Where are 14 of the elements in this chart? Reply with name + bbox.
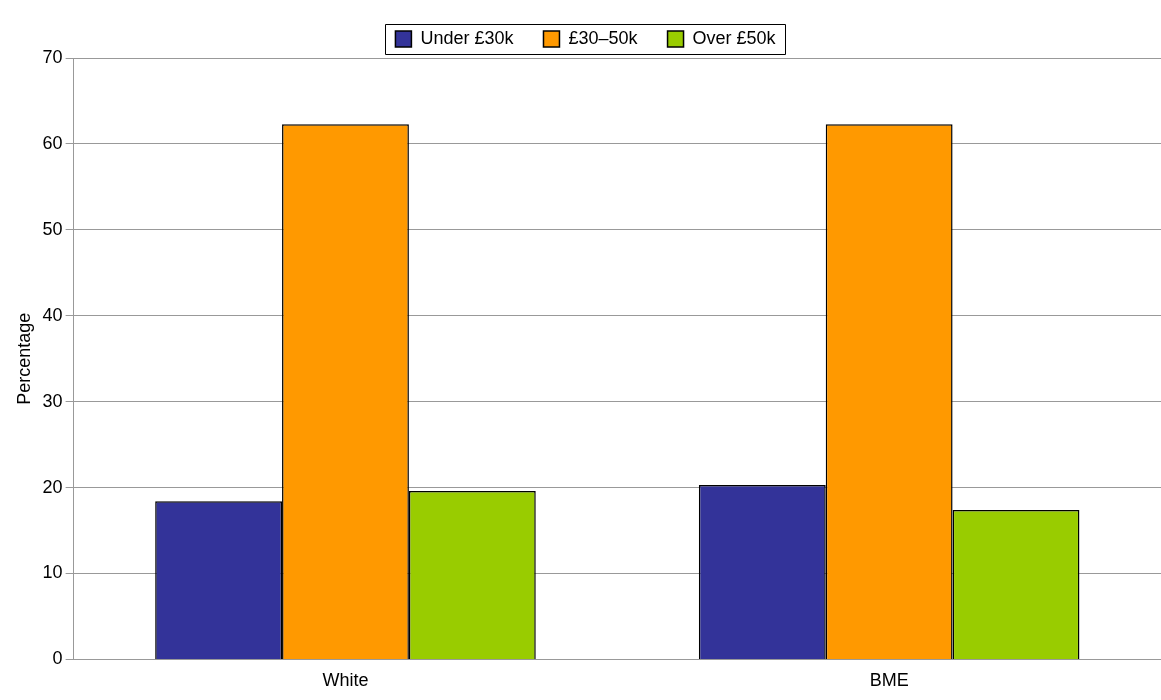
- y-tick-label: 20: [42, 476, 63, 497]
- y-tick-label: 70: [42, 46, 63, 67]
- legend-label: £30–50k: [568, 27, 639, 48]
- legend-label: Under £30k: [420, 27, 515, 48]
- x-tick-label: BME: [869, 670, 909, 691]
- legend-label: Over £50k: [692, 27, 777, 48]
- y-tick-label: 50: [42, 218, 63, 239]
- x-tick-label: White: [322, 670, 369, 691]
- y-tick-label: 40: [42, 304, 63, 325]
- y-tick-label: 30: [42, 390, 63, 411]
- y-tick-label: 0: [52, 648, 63, 669]
- y-tick-label: 60: [42, 132, 63, 153]
- y-axis-title: Percentage: [13, 312, 34, 405]
- y-tick-label: 10: [42, 562, 63, 583]
